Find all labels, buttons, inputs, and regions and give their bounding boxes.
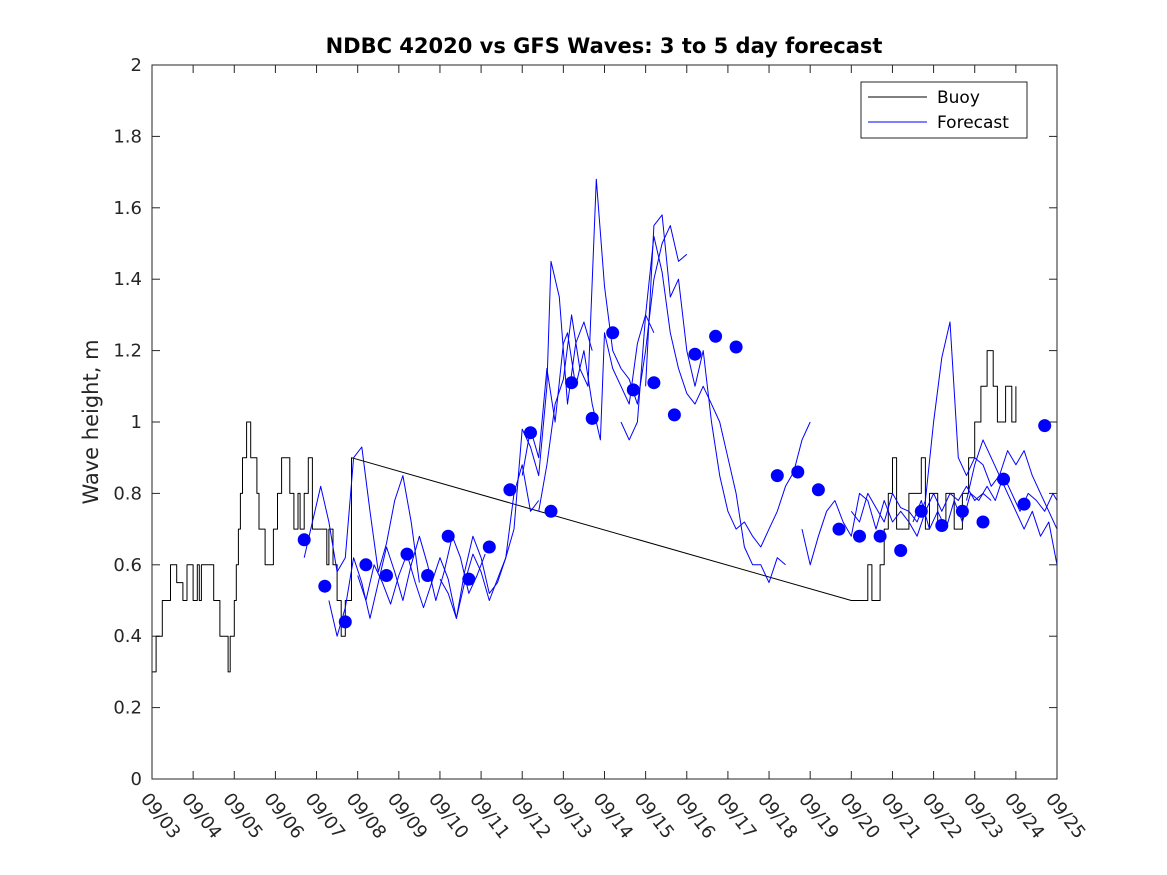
forecast-marker [688,347,702,361]
forecast-series-line-9 [801,485,992,566]
forecast-marker [544,504,558,518]
y-tick-label: 0.8 [113,483,142,504]
forecast-marker [441,529,455,543]
forecast-marker [524,426,537,440]
series-layer [152,178,1058,673]
legend-forecast-label: Forecast [937,113,1009,133]
forecast-series-line-7 [620,235,786,584]
y-tick-label: 1.8 [113,126,142,147]
legend-box [860,81,1028,139]
legend-buoy-label: Buoy [937,88,980,108]
forecast-marker [955,504,969,518]
y-tick-label: 1.4 [113,269,142,290]
y-tick-label: 2 [131,55,142,76]
buoy-series-line [152,350,1017,673]
legend: Buoy Forecast [860,81,1028,139]
forecast-marker [1017,497,1031,511]
y-axis: 0 0.2 0.4 0.6 0.8 1 1.2 1.4 1.6 1.8 2 [113,55,1057,790]
forecast-marker [462,572,476,586]
forecast-marker [709,329,723,343]
y-tick-label: 0.4 [113,626,142,647]
y-axis-label: Wave height, m [79,339,103,504]
forecast-marker [853,529,866,543]
forecast-marker [482,540,496,554]
forecast-series-line-4 [439,260,593,619]
y-tick-label: 0 [131,769,142,790]
forecast-marker [894,544,908,557]
plot-area [152,65,1057,779]
chart-title: NDBC 42020 vs GFS Waves: 3 to 5 day fore… [326,34,883,58]
forecast-marker [421,569,435,582]
forecast-marker [935,519,949,532]
forecast-series-line-10 [850,321,1058,530]
forecast-series-line-12 [966,439,1058,565]
forecast-marker [359,558,373,572]
forecast-marker [647,376,661,390]
y-tick-label: 1 [131,412,142,433]
forecast-series-line-8 [645,214,811,548]
forecast-marker [832,522,846,536]
y-tick-label: 1.6 [113,198,142,219]
forecast-marker [297,533,311,547]
y-tick-label: 1.2 [113,341,142,362]
forecast-series-line-3 [357,464,540,619]
forecast-marker [503,483,517,497]
forecast-marker [997,472,1010,486]
forecast-series-line-2 [328,535,486,637]
forecast-marker [667,408,681,422]
forecast-series-line-6 [538,178,688,512]
forecast-marker [606,326,620,340]
forecast-marker [338,615,352,629]
forecast-marker [318,579,332,593]
plot-frame [151,64,1058,780]
forecast-series-line-11 [912,475,1058,530]
forecast-marker [976,515,990,529]
forecast-marker [585,411,599,425]
forecast-marker [770,469,784,483]
forecast-marker [729,340,743,354]
forecast-marker [380,569,393,582]
y-tick-label: 0.2 [113,698,142,719]
forecast-series-line-1 [303,446,420,583]
forecast-marker [791,465,805,479]
forecast-marker [565,376,579,390]
forecast-marker [1038,419,1052,433]
forecast-marker [626,383,640,397]
forecast-marker [873,529,887,543]
y-tick-label: 0.6 [113,555,142,576]
forecast-marker [914,504,928,518]
forecast-marker [811,483,825,497]
marker-layer [297,326,1052,629]
forecast-marker [400,547,414,561]
